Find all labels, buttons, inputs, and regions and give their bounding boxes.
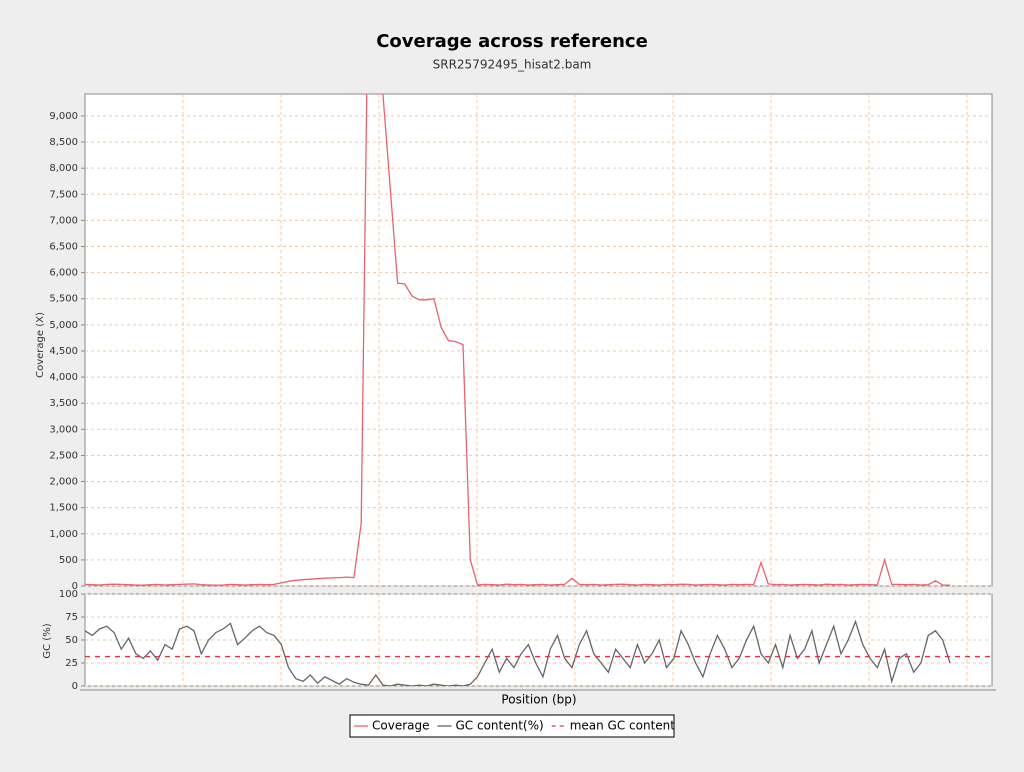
y-tick-label: 4,500 (49, 346, 78, 357)
legend-items: Coverage GC content(%) mean GC content (354, 719, 675, 733)
y-tick-label: 7,500 (49, 189, 78, 200)
x-axis-label: Position (bp) (501, 693, 576, 707)
y-tick-label: 4,000 (49, 372, 78, 383)
y-tick-label: 6,500 (49, 242, 78, 253)
y-tick-label: 100 (59, 589, 78, 600)
legend (349, 714, 675, 738)
y-axis-label: Coverage (X) (35, 312, 46, 378)
y-tick-label: 50 (65, 635, 78, 646)
plot-area (84, 93, 993, 587)
legend-label: Coverage (372, 719, 430, 733)
y-tick-label: 2,000 (49, 477, 78, 488)
y-tick-label: 8,000 (49, 163, 78, 174)
series-line (85, 619, 951, 686)
legend-label: mean GC content (570, 719, 676, 733)
y-tick-label: 25 (65, 658, 78, 669)
y-tick-label: 8,500 (49, 137, 78, 148)
chart-title: Coverage across reference (376, 31, 648, 52)
y-tick-label: 500 (59, 555, 78, 566)
y-tick-label: 1,500 (49, 503, 78, 514)
y-tick-label: 5,500 (49, 294, 78, 305)
legend-label: GC content(%) (456, 719, 544, 733)
x-grid (182, 94, 968, 686)
series-line (85, 94, 951, 586)
y-tick-label: 0 (72, 681, 78, 692)
y-tick-label: 0 (72, 581, 78, 592)
y-tick-label: 1,000 (49, 529, 78, 540)
y-tick-label: 6,000 (49, 268, 78, 279)
y-axis-label: GC (%) (42, 623, 53, 658)
y-tick-label: 2,500 (49, 450, 78, 461)
y-tick-label: 9,000 (49, 111, 78, 122)
chart-subtitle: SRR25792495_hisat2.bam (433, 58, 592, 72)
y-tick-label: 75 (65, 612, 78, 623)
y-tick-label: 7,000 (49, 215, 78, 226)
y-tick-label: 5,000 (49, 320, 78, 331)
y-tick-label: 3,000 (49, 424, 78, 435)
y-tick-label: 3,500 (49, 398, 78, 409)
